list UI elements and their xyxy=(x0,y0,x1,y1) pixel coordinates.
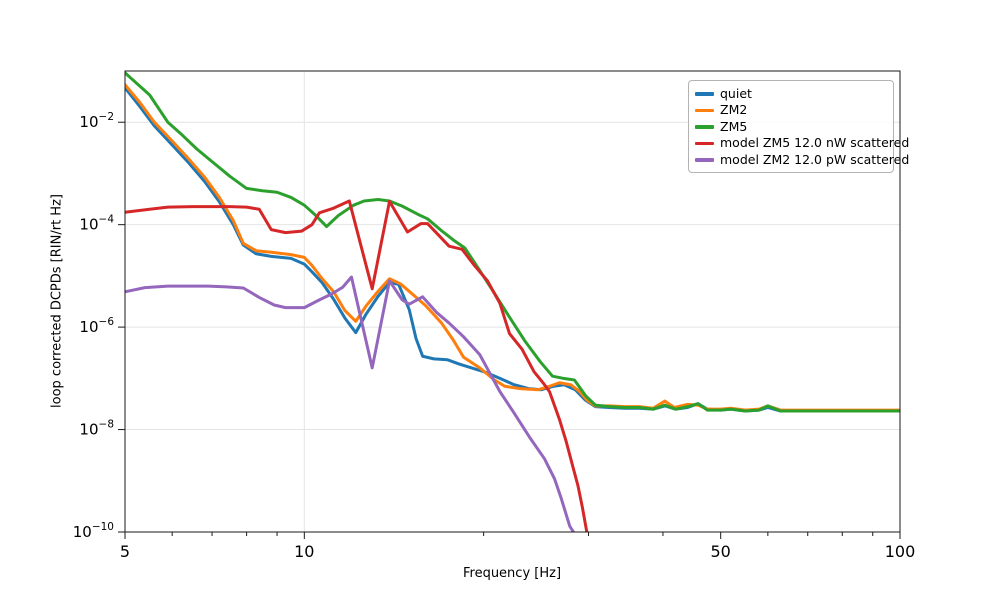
x-tick-label: 50 xyxy=(711,542,731,561)
y-axis-label: loop corrected DCPDs [RIN/rt Hz] xyxy=(49,194,65,408)
tick-labels: 5 10 50 100 10−2 10−4 10−6 10−8 10−10 xyxy=(73,111,916,561)
y-tick-label: 10−8 xyxy=(79,419,114,439)
x-tick-label: 5 xyxy=(120,542,130,561)
y-tick-label: 10−2 xyxy=(79,111,114,131)
legend: quiet ZM2 ZM5 model ZM5 12.0 nW scattered mo… xyxy=(688,80,909,173)
y-tick-label: 10−6 xyxy=(79,316,114,336)
series-model-zm5-12-0-nw-scattered-line xyxy=(125,199,589,532)
plot-spines xyxy=(124,70,901,533)
legend-item-model-zm2-12-0-pw-scattered: model ZM2 12.0 pW scattered xyxy=(695,152,909,168)
series-zm5-line xyxy=(125,71,900,413)
legend-swatch xyxy=(695,125,714,129)
x-tick-label: 10 xyxy=(294,542,314,561)
legend-label: model ZM2 12.0 pW scattered xyxy=(720,151,910,167)
legend-swatch xyxy=(695,157,714,162)
axis-ticks xyxy=(118,121,901,539)
legend-label: quiet xyxy=(720,85,752,101)
legend-label: model ZM5 12.0 nW scattered xyxy=(720,135,910,151)
series-lines xyxy=(125,71,900,532)
x-tick-label: 100 xyxy=(885,542,916,561)
series-model-zm2-12-0-pw-scattered-line xyxy=(125,275,575,532)
y-tick-label: 10−10 xyxy=(73,521,114,541)
legend-swatch xyxy=(695,108,714,113)
legend-swatch xyxy=(695,92,714,96)
legend-item-model-zm5-12-0-nw-scattered: model ZM5 12.0 nW scattered xyxy=(695,135,909,151)
legend-swatch xyxy=(695,141,714,146)
legend-label: ZM5 xyxy=(720,118,748,134)
y-tick-label: 10−4 xyxy=(79,214,114,234)
legend-item-zm5: ZM5 xyxy=(695,119,887,135)
legend-item-zm2: ZM2 xyxy=(695,102,887,118)
legend-label: ZM2 xyxy=(720,102,748,118)
legend-item-quiet: quiet xyxy=(695,86,887,102)
x-axis-label: Frequency [Hz] xyxy=(462,566,562,581)
